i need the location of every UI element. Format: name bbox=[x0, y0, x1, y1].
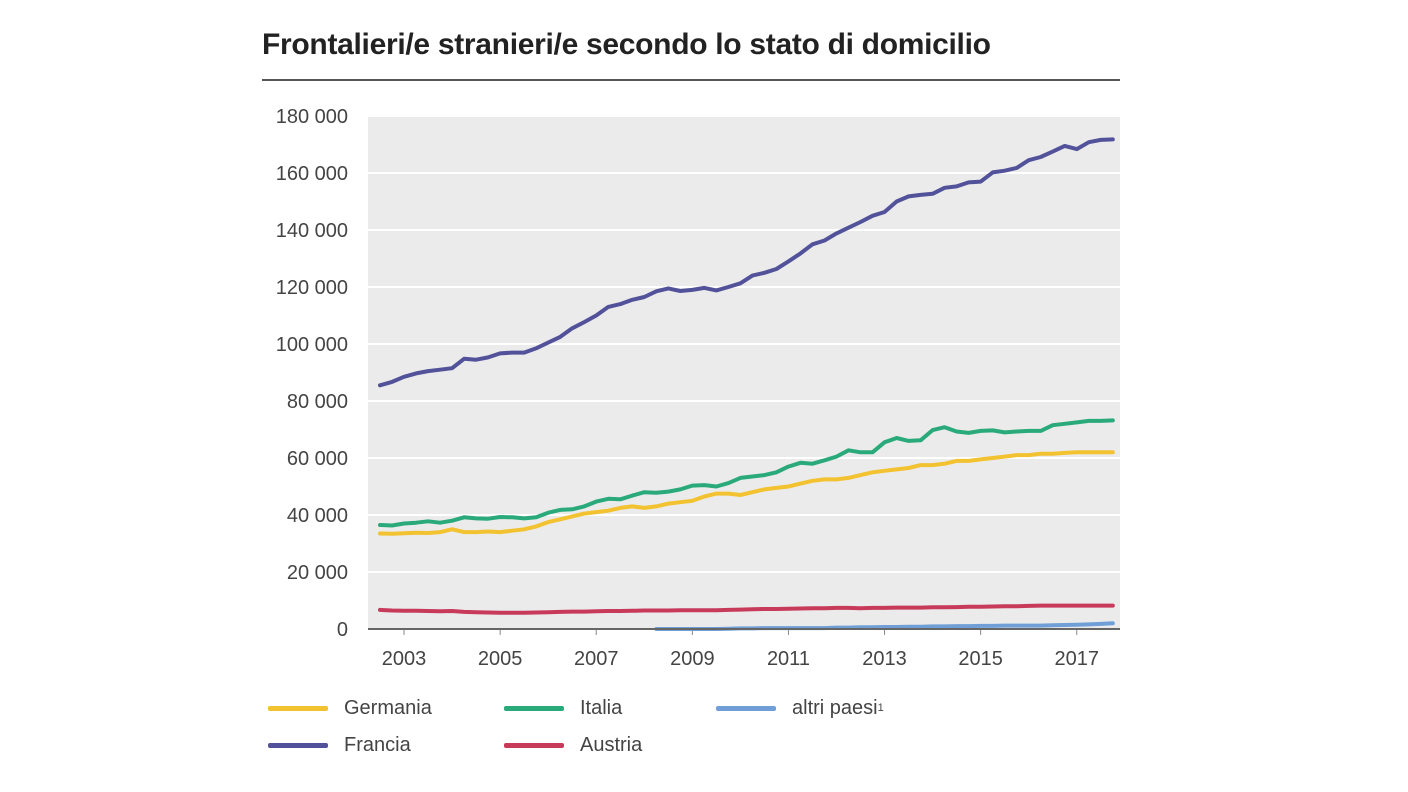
chart-title: Frontalieri/e stranieri/e secondo lo sta… bbox=[262, 28, 991, 61]
y-tick-label: 180 000 bbox=[276, 106, 348, 128]
y-tick-label: 20 000 bbox=[287, 562, 348, 584]
legend-item-altri-paesi: altri paesi 1 bbox=[716, 696, 884, 720]
legend-swatch-italia bbox=[504, 705, 564, 711]
legend-swatch-germania bbox=[268, 705, 328, 711]
y-tick-label: 80 000 bbox=[287, 391, 348, 413]
x-tick-label: 2009 bbox=[670, 648, 715, 670]
legend-label-altri-paesi: altri paesi bbox=[792, 696, 878, 719]
legend-label-austria: Austria bbox=[580, 733, 643, 756]
series-line-austria bbox=[378, 603, 1115, 615]
legend-swatch-austria bbox=[504, 742, 564, 748]
plot-area bbox=[368, 116, 1120, 629]
y-tick-label: 140 000 bbox=[276, 220, 348, 242]
legend-item-germania: Germania bbox=[268, 696, 432, 720]
x-tick-label: 2005 bbox=[478, 648, 523, 670]
legend-item-francia: Francia bbox=[268, 733, 411, 757]
x-tick-label: 2017 bbox=[1055, 648, 1100, 670]
y-tick-label: 60 000 bbox=[287, 448, 348, 470]
x-tick-label: 2011 bbox=[767, 648, 810, 670]
x-tick-label: 2007 bbox=[574, 648, 619, 670]
legend-label-francia: Francia bbox=[344, 733, 411, 756]
series-line-germania bbox=[378, 450, 1115, 536]
y-tick-label: 0 bbox=[337, 619, 348, 641]
legend-item-austria: Austria bbox=[504, 733, 642, 757]
y-tick-label: 160 000 bbox=[276, 163, 348, 185]
x-tick-label: 2013 bbox=[862, 648, 907, 670]
title-divider bbox=[262, 79, 1120, 81]
series-line-francia bbox=[378, 137, 1115, 388]
legend-label-italia: Italia bbox=[580, 696, 623, 719]
legend-item-italia: Italia bbox=[504, 696, 622, 720]
legend-swatch-francia bbox=[268, 742, 328, 748]
legend-footnote-marker: 1 bbox=[877, 702, 884, 714]
series-line-italia bbox=[378, 418, 1115, 528]
y-tick-label: 120 000 bbox=[276, 277, 348, 299]
y-tick-label: 100 000 bbox=[276, 334, 348, 356]
x-tick-label: 2003 bbox=[382, 648, 427, 670]
legend-swatch-altri-paesi bbox=[716, 705, 776, 711]
y-tick-label: 40 000 bbox=[287, 505, 348, 527]
legend-label-germania: Germania bbox=[344, 696, 432, 719]
x-tick-label: 2015 bbox=[958, 648, 1003, 670]
